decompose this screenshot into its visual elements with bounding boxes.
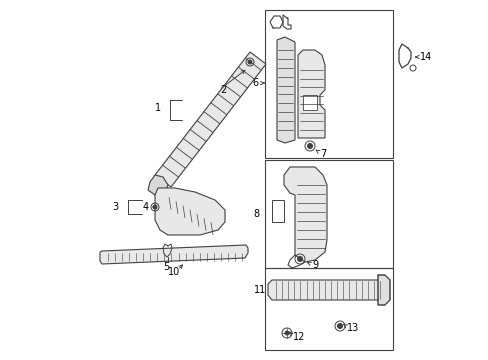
Polygon shape <box>297 50 325 138</box>
Text: 1: 1 <box>155 103 161 113</box>
Circle shape <box>307 144 312 149</box>
Bar <box>264 10 392 158</box>
Polygon shape <box>284 167 326 262</box>
Text: 2: 2 <box>220 85 226 95</box>
Circle shape <box>153 205 157 209</box>
Text: 14: 14 <box>419 52 431 62</box>
Text: 4: 4 <box>142 202 149 212</box>
Polygon shape <box>155 52 265 187</box>
Bar <box>264 160 392 268</box>
Text: 8: 8 <box>252 209 259 219</box>
Circle shape <box>297 256 302 261</box>
Polygon shape <box>267 280 384 300</box>
Text: 6: 6 <box>251 78 258 88</box>
Circle shape <box>337 324 342 328</box>
Text: 12: 12 <box>292 332 305 342</box>
Polygon shape <box>377 275 389 305</box>
Circle shape <box>285 331 288 335</box>
Polygon shape <box>148 175 168 195</box>
Bar <box>271 200 284 222</box>
Text: 10: 10 <box>168 267 180 277</box>
Text: 5: 5 <box>163 262 169 272</box>
Circle shape <box>247 60 251 64</box>
Polygon shape <box>155 188 224 235</box>
Polygon shape <box>276 37 294 143</box>
Text: 7: 7 <box>319 149 325 159</box>
Polygon shape <box>100 245 247 264</box>
Bar <box>264 268 392 350</box>
Text: 11: 11 <box>253 285 265 295</box>
Text: 3: 3 <box>112 202 118 212</box>
Bar <box>303 95 316 110</box>
Text: 13: 13 <box>346 323 359 333</box>
Text: 9: 9 <box>311 260 318 270</box>
